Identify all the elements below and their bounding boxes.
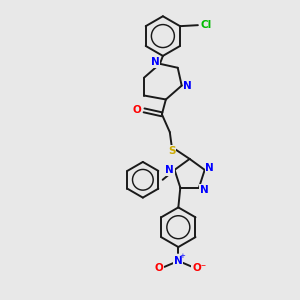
Text: O: O (154, 263, 163, 273)
Text: O: O (133, 105, 142, 116)
Text: N: N (200, 184, 208, 195)
Text: +: + (179, 253, 185, 259)
Text: S: S (168, 146, 176, 156)
Text: N: N (183, 81, 192, 91)
Text: N: N (205, 163, 214, 173)
Text: N: N (174, 256, 183, 266)
Text: N: N (151, 57, 159, 67)
Text: Cl: Cl (200, 20, 212, 30)
Text: O⁻: O⁻ (192, 263, 206, 273)
Text: N: N (165, 165, 174, 175)
